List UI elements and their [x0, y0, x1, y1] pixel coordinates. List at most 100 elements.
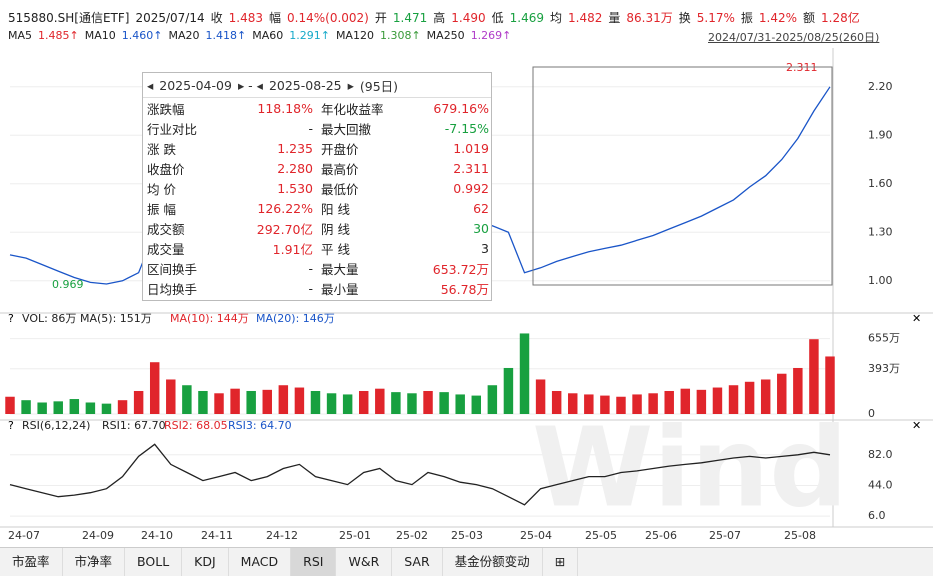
volume-bar [230, 388, 240, 414]
volume-bar [439, 392, 449, 414]
tab[interactable]: 基金份额变动 [443, 548, 543, 576]
arrow[interactable]: ◂ [147, 77, 154, 93]
volume-bar [166, 379, 176, 414]
tab[interactable]: KDJ [182, 548, 229, 576]
volume-bar [519, 333, 530, 414]
tab[interactable]: 市净率 [63, 548, 126, 576]
y-tick-label: 1.60 [868, 177, 893, 190]
popup-row: 行业对比 - 最大回撤 -7.15% [143, 118, 491, 138]
stat-label: 最大量 [321, 261, 359, 277]
stat-value: 118.18% [257, 100, 313, 116]
panel-close[interactable]: ✕ [912, 419, 921, 432]
tab[interactable]: SAR [392, 548, 443, 576]
volume-bar [471, 395, 482, 414]
quote-label: 低 [491, 11, 504, 25]
indicator-tabs: 市盈率 市净率 BOLL KDJ MACD RSI W&R SAR 基金份额变动 ⊞ [0, 547, 933, 576]
panel-help: ? [8, 312, 14, 325]
tab[interactable]: 市盈率 [0, 548, 63, 576]
volume-bar [278, 385, 289, 414]
ma-value: 1.308↑ [379, 29, 421, 42]
volume-bar [503, 367, 514, 414]
panel-title: MA(20): 146万 [256, 312, 335, 325]
volume-bar [584, 394, 594, 414]
ma-value: 1.485↑ [38, 29, 79, 42]
stat-value: 1.530 [277, 180, 313, 196]
tab[interactable]: ⊞ [543, 548, 579, 576]
stat-value: 0.992 [453, 180, 489, 196]
volume-bar [600, 395, 610, 414]
stat-value: 62 [473, 200, 489, 216]
volume-bar [182, 385, 192, 414]
interval-popup: ◂ 2025-04-09 ▸ - ◂ 2025-08-25 ▸ (95日) 涨跌幅 118.1… [142, 72, 492, 301]
panel-title: RSI2: 68.05 [164, 419, 228, 432]
volume-bar [616, 396, 626, 414]
x-tick-label: 24-07 [8, 529, 40, 542]
panel-title: RSI1: 67.70 [102, 419, 166, 432]
volume-bar [310, 390, 321, 414]
panel-close[interactable]: ✕ [912, 312, 921, 325]
x-tick-label: 24-10 [141, 529, 173, 542]
volume-bar [632, 394, 642, 414]
low-annotation: 0.969 [52, 278, 84, 291]
ma-label: MA10 [84, 29, 116, 42]
popup-row: 涨跌幅 118.18% 年化收益率 679.16% [143, 98, 491, 118]
panel-title: MA(5): 151万 [80, 312, 152, 325]
volume-bar [760, 379, 771, 414]
ma-label: MA250 [426, 29, 465, 42]
tab[interactable]: W&R [336, 548, 393, 576]
panel-help: ? [8, 419, 14, 432]
x-tick-label: 25-01 [339, 529, 371, 542]
x-tick-label: 25-06 [645, 529, 677, 542]
stat-label: 成交额 [147, 221, 185, 237]
quote-value: 86.31万 [626, 11, 673, 25]
code: 515880.SH[通信ETF] [8, 11, 130, 25]
stat-label: 阴 线 [321, 221, 350, 237]
tab[interactable]: MACD [229, 548, 292, 576]
stat-label: 开盘价 [321, 141, 359, 157]
arrow[interactable]: ▸ [347, 77, 354, 93]
stat-value: 292.70亿 [256, 221, 313, 237]
popup-row: 区间换手 - 最大量 653.72万 [143, 258, 491, 278]
y-tick-label: 1.90 [868, 128, 893, 141]
popup-row: 收盘价 2.280 最高价 2.311 [143, 158, 491, 178]
tab[interactable]: BOLL [125, 548, 183, 576]
y-tick-label: 1.00 [868, 274, 893, 287]
stat-value: 1.235 [277, 140, 313, 156]
stat-value: - [308, 280, 313, 296]
x-tick-label: 24-12 [266, 529, 298, 542]
stat-label: 最大回撤 [321, 121, 372, 137]
volume-bar [712, 387, 723, 414]
stat-value: 679.16% [433, 100, 489, 116]
stat-value: 1.019 [453, 140, 489, 156]
end-date[interactable]: 2025-08-25 [268, 77, 342, 93]
quote-label: 高 [433, 11, 446, 25]
stat-label: 阳 线 [321, 201, 350, 217]
days: (95日) [359, 78, 399, 94]
y-tick-label: 393万 [868, 362, 900, 375]
quote-header: 515880.SH[通信ETF] 2025/07/14 收 1.483 幅 0.14%(0… [8, 9, 860, 26]
y-tick-label: 655万 [868, 332, 900, 345]
volume-bar [793, 367, 803, 414]
panel-title: RSI(6,12,24) [22, 419, 90, 432]
date-range[interactable]: 2024/07/31-2025/08/25(260日) [708, 31, 880, 44]
volume-bar [37, 402, 47, 414]
volume-bar [246, 390, 256, 414]
quote-value: 1.483 [228, 10, 263, 25]
selection-box [532, 66, 833, 286]
volume-bar [680, 388, 691, 414]
quote-value: 1.482 [568, 10, 603, 25]
volume-bar [214, 393, 224, 414]
volume-bar [423, 390, 433, 414]
arrow[interactable]: ▸ - ◂ [237, 77, 263, 93]
volume-bar [825, 356, 835, 414]
quote-label: 量 [608, 11, 621, 25]
quote-value: 5.17% [696, 10, 735, 25]
tab[interactable]: RSI [291, 548, 337, 576]
x-tick-label: 25-08 [784, 529, 816, 542]
volume-bar [777, 373, 787, 414]
ma-value: 1.291↑ [289, 29, 330, 42]
volume-bar [294, 387, 305, 414]
start-date[interactable]: 2025-04-09 [159, 77, 232, 93]
volume-bar [487, 385, 498, 414]
ma-label: MA20 [168, 29, 200, 42]
